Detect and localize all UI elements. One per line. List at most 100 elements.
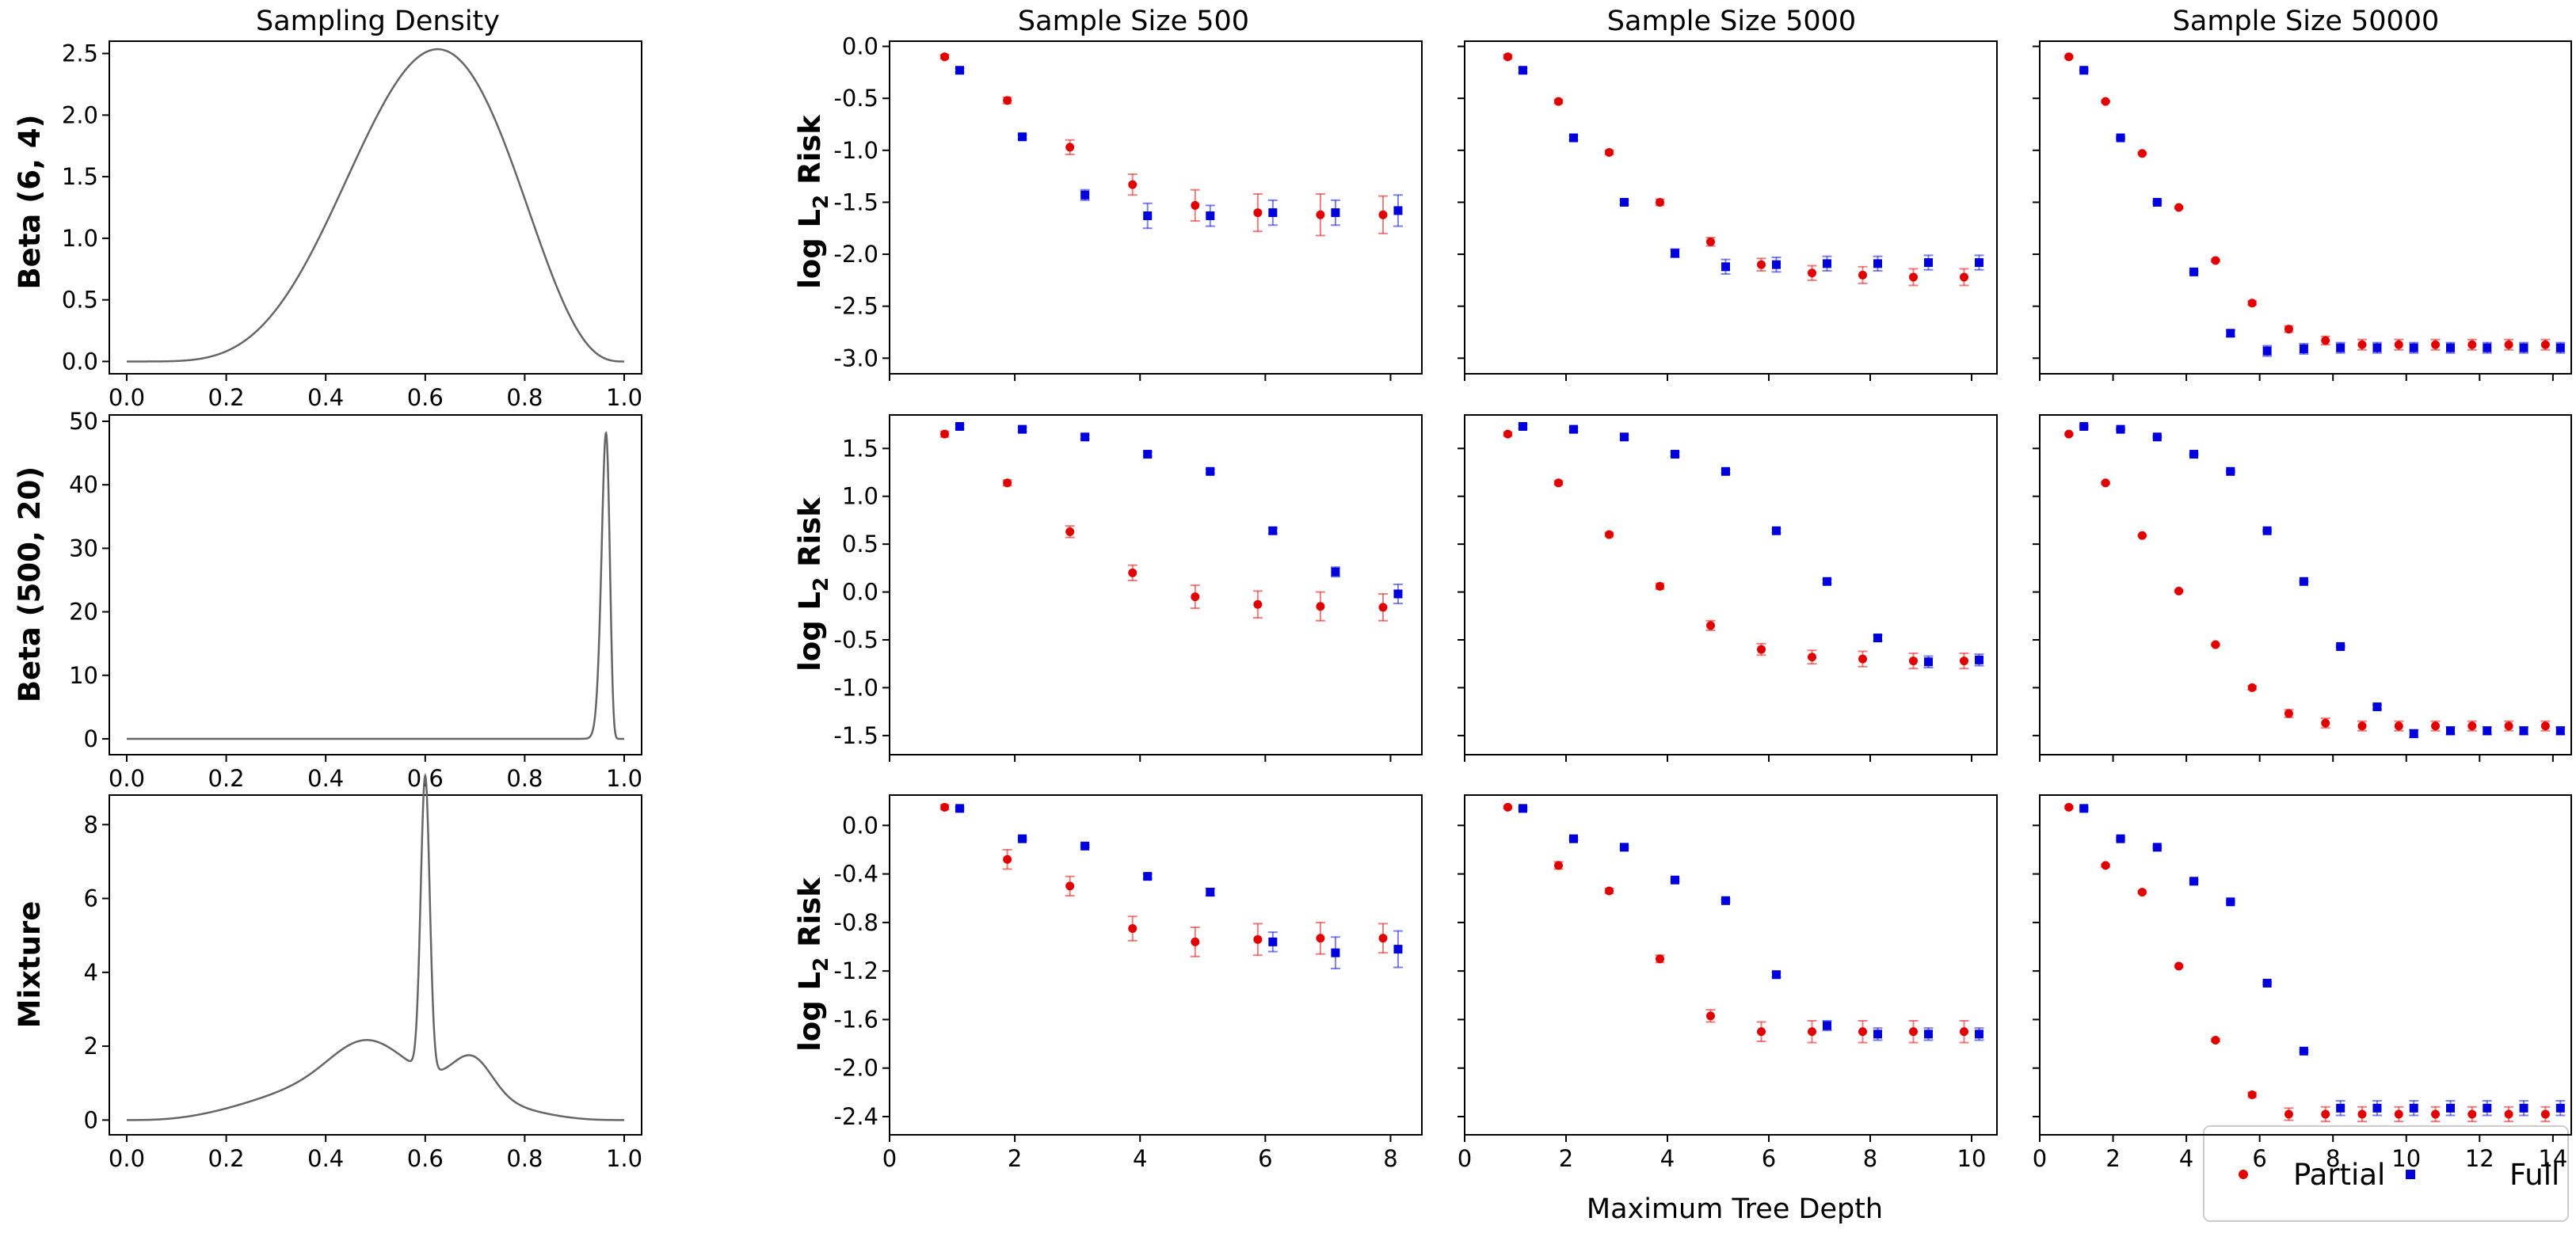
risk-row-2-col-2-partial-6-point — [1757, 645, 1766, 654]
risk-row-3-col-2-partial-7-point — [1808, 1027, 1817, 1037]
risk-row-1-col-3-partial-10-point — [2394, 340, 2403, 349]
risk-row-2-col-2-partial-10-point — [1960, 656, 1969, 666]
risk-row-3-col-3-xtick-label-7: 14 — [2538, 1145, 2567, 1172]
risk-row-2-col-2-full-7-point — [1822, 577, 1831, 586]
risk-row-2-col-2-full-2-point — [1568, 424, 1578, 434]
risk-row-3-col-1-partial-5-point — [1191, 937, 1200, 946]
density-row-3-xtick-label-5: 1.0 — [606, 1145, 642, 1172]
risk-row-2-col-1-full-3-point — [1080, 432, 1090, 442]
risk-row-2-col-1-full-8-point — [1393, 589, 1403, 599]
risk-row-3-col-3-partial-1-point — [2064, 802, 2074, 812]
risk-row-2-col-2-full-5-point — [1721, 466, 1730, 476]
risk-row-2-col-3-partial-10-point — [2394, 721, 2403, 731]
risk-row-2-col-1-full-7-point — [1331, 567, 1340, 577]
density-row-2-xtick-label-0: 0.0 — [109, 765, 145, 792]
risk-row-1-col-1-partial-7-point — [1316, 210, 1325, 219]
risk-row-2-col-1-ytick-label-5: -1.0 — [833, 674, 878, 701]
risk-row-1-col-1-full-7-point — [1331, 208, 1340, 218]
density-row-1-ytick-label-2: 1.0 — [62, 225, 98, 252]
risk-row-2-col-3-frame — [2039, 414, 2572, 755]
risk-row-2-col-1-partial-3-point — [1065, 527, 1075, 536]
risk-row-3-col-3-full-8-point — [2336, 1103, 2345, 1113]
risk-row-3-col-3-xtick-label-6: 12 — [2465, 1145, 2494, 1172]
risk-row-1-col-3-partial-9-point — [2357, 340, 2367, 349]
risk-row-1-col-2-partial-5-point — [1706, 237, 1716, 246]
risk-row-1-col-3-full-3-point — [2152, 197, 2162, 207]
risk-row-3-col-3-partial-8-point — [2321, 1109, 2330, 1119]
risk-row-1-col-3-full-6-point — [2262, 346, 2272, 356]
risk-row-2-col-3-partial-14-point — [2540, 721, 2550, 731]
risk-row-3-col-1-partial-7-point — [1316, 934, 1325, 943]
risk-row-1-col-1-full-8-point — [1393, 206, 1403, 215]
risk-row-3-col-1-xtick-label-3: 6 — [1258, 1145, 1272, 1172]
risk-row-3-col-2-xtick-label-4: 8 — [1863, 1145, 1877, 1172]
risk-row-2-col-3-full-2-point — [2116, 424, 2125, 434]
risk-row-2-col-3-partial-6-point — [2247, 683, 2257, 692]
risk-row-3-col-2-full-2-point — [1568, 834, 1578, 843]
risk-row-2-col-3-partial-7-point — [2284, 709, 2293, 718]
risk-row-3-col-2-full-10-point — [1974, 1029, 1983, 1039]
risk-row-3-col-2-xtick-label-2: 4 — [1660, 1145, 1675, 1172]
legend-full-marker — [2406, 1170, 2415, 1179]
risk-row-3-col-1-partial-2-point — [1003, 854, 1012, 864]
risk-row-3-col-2-full-3-point — [1619, 843, 1629, 852]
risk-row-3-col-2-xtick-label-1: 2 — [1559, 1145, 1573, 1172]
risk-row-3-col-2-partial-8-point — [1858, 1027, 1868, 1037]
risk-row-2-col-2-full-8-point — [1873, 634, 1882, 643]
legend-full-label: Full — [2509, 1158, 2559, 1192]
risk-row-1-col-3-frame — [2039, 40, 2572, 375]
risk-row-2-col-1-full-1-point — [955, 422, 965, 432]
row-label-beta-6-4: Beta (6, 4) — [13, 114, 47, 289]
risk-row-1-col-3-partial-12-point — [2467, 340, 2477, 349]
risk-row-2-col-2-full-3-point — [1619, 432, 1629, 442]
risk-row-1-col-3-full-2-point — [2116, 133, 2125, 143]
density-row-1-ytick-label-4: 2.0 — [62, 101, 98, 128]
risk-row-3-col-3-full-12-point — [2483, 1103, 2492, 1113]
density-row-2-density-curve — [126, 431, 625, 740]
risk-row-3-col-2-xtick-label-3: 6 — [1762, 1145, 1776, 1172]
risk-row-2-col-2-partial-4-point — [1656, 581, 1665, 591]
legend-box — [2203, 1125, 2569, 1222]
risk-row-1-col-1-full-3-point — [1080, 190, 1090, 200]
risk-row-3-col-1-ytick-label-4: -1.6 — [833, 1006, 878, 1033]
risk-row-1-col-1-full-4-point — [1143, 211, 1153, 220]
y-axis-label-row-2: log L2 Risk — [793, 497, 833, 672]
risk-row-1-col-1-frame — [889, 40, 1423, 375]
risk-row-2-col-2-full-9-point — [1923, 657, 1933, 667]
risk-row-1-col-2-partial-4-point — [1656, 197, 1665, 207]
risk-row-3-col-1-xtick-label-0: 0 — [882, 1145, 897, 1172]
risk-row-1-col-2-partial-7-point — [1808, 268, 1817, 278]
risk-row-3-col-1-full-3-point — [1080, 841, 1090, 851]
density-row-1-ytick-label-5: 2.5 — [62, 40, 98, 67]
risk-row-1-col-2-full-2-point — [1568, 133, 1578, 143]
risk-row-2-col-3-partial-1-point — [2064, 429, 2074, 439]
risk-row-1-col-3-full-9-point — [2372, 343, 2382, 352]
risk-row-3-col-2-partial-4-point — [1656, 954, 1665, 964]
risk-row-1-col-3-partial-7-point — [2284, 325, 2293, 334]
risk-row-1-col-3-full-10-point — [2409, 343, 2418, 352]
density-row-2-ytick-label-0: 0 — [84, 725, 98, 752]
risk-row-3-col-2-full-8-point — [1873, 1029, 1882, 1039]
risk-row-2-col-3-full-14-point — [2555, 726, 2565, 736]
risk-row-2-col-2-partial-8-point — [1858, 654, 1868, 664]
density-row-1-xtick-label-3: 0.6 — [407, 384, 444, 411]
risk-row-1-col-3-partial-13-point — [2504, 340, 2513, 349]
risk-row-2-col-3-full-7-point — [2299, 577, 2308, 586]
risk-row-3-col-2-full-9-point — [1923, 1029, 1933, 1039]
risk-row-1-col-1-partial-6-point — [1253, 208, 1263, 218]
risk-row-1-col-3-full-7-point — [2299, 344, 2308, 353]
risk-row-3-col-1-full-4-point — [1143, 872, 1153, 881]
risk-row-1-col-1-partial-4-point — [1128, 180, 1137, 189]
risk-row-2-col-1-ytick-label-0: 1.5 — [842, 435, 878, 462]
risk-row-3-col-3-partial-9-point — [2357, 1109, 2367, 1119]
density-row-1-ytick-label-1: 0.5 — [62, 287, 98, 314]
risk-row-2-col-3-partial-3-point — [2137, 531, 2147, 540]
risk-row-3-col-3-xtick-label-5: 10 — [2391, 1145, 2421, 1172]
density-row-2-xtick-label-5: 1.0 — [606, 765, 642, 792]
density-row-2-ytick-label-2: 20 — [69, 599, 98, 626]
risk-row-1-col-2-frame — [1464, 40, 1998, 375]
risk-row-1-col-1-full-1-point — [955, 66, 965, 75]
risk-row-2-col-1-ytick-label-6: -1.5 — [833, 722, 878, 749]
risk-row-1-col-3-full-5-point — [2226, 329, 2235, 338]
